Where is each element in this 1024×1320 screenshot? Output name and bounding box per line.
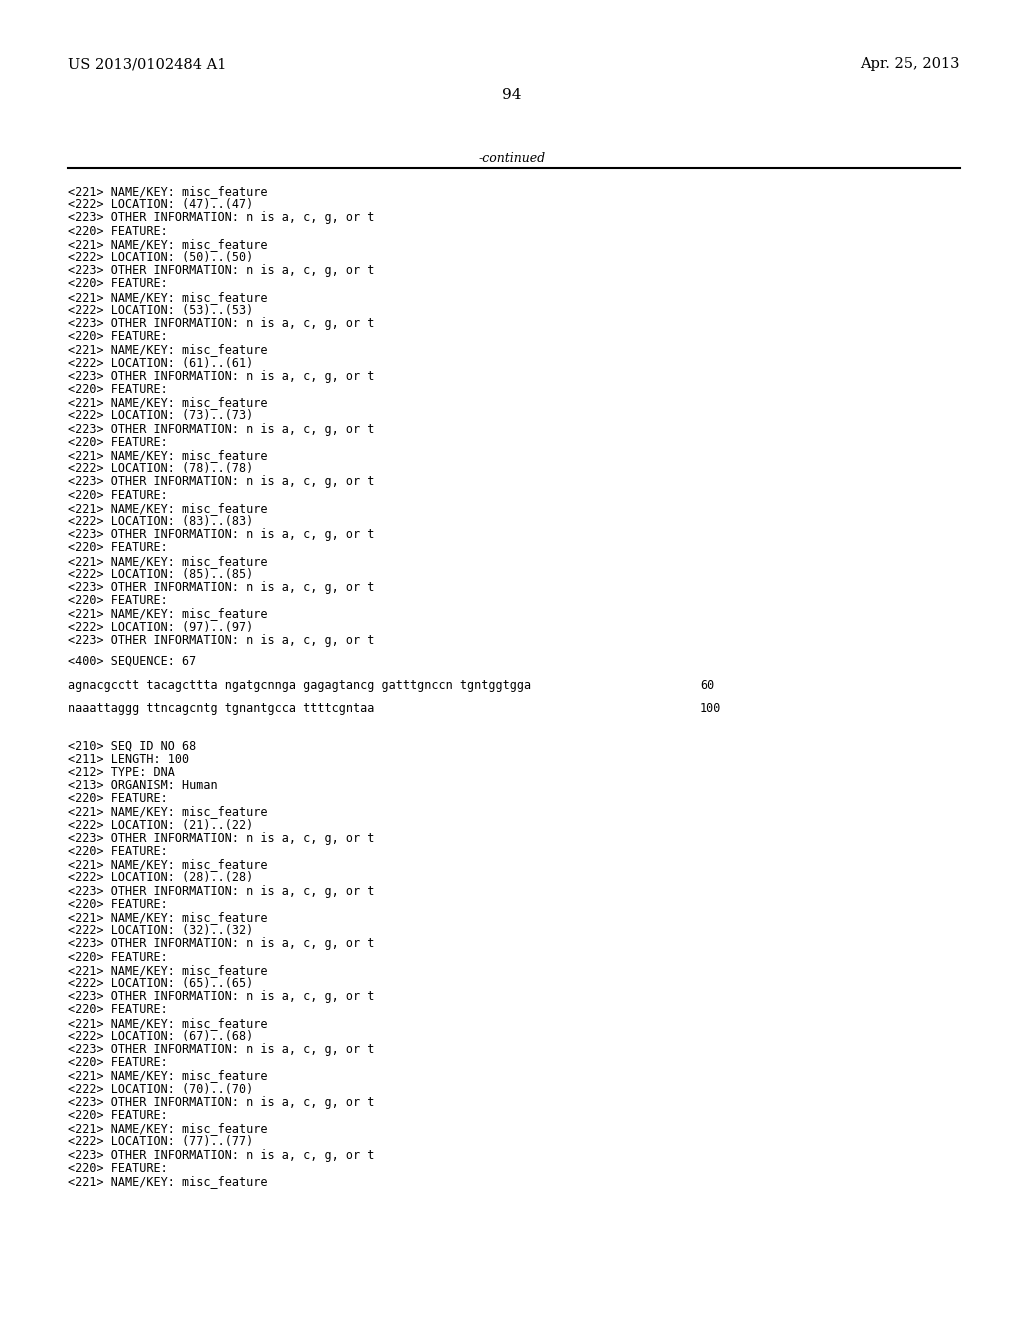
Text: <220> FEATURE:: <220> FEATURE: <box>68 1056 168 1069</box>
Text: <221> NAME/KEY: misc_feature: <221> NAME/KEY: misc_feature <box>68 238 267 251</box>
Text: <220> FEATURE:: <220> FEATURE: <box>68 1162 168 1175</box>
Text: <223> OTHER INFORMATION: n is a, c, g, or t: <223> OTHER INFORMATION: n is a, c, g, o… <box>68 211 375 224</box>
Text: <222> LOCATION: (97)..(97): <222> LOCATION: (97)..(97) <box>68 620 253 634</box>
Text: <223> OTHER INFORMATION: n is a, c, g, or t: <223> OTHER INFORMATION: n is a, c, g, o… <box>68 317 375 330</box>
Text: <223> OTHER INFORMATION: n is a, c, g, or t: <223> OTHER INFORMATION: n is a, c, g, o… <box>68 581 375 594</box>
Text: <221> NAME/KEY: misc_feature: <221> NAME/KEY: misc_feature <box>68 1175 267 1188</box>
Text: <222> LOCATION: (85)..(85): <222> LOCATION: (85)..(85) <box>68 568 253 581</box>
Text: <221> NAME/KEY: misc_feature: <221> NAME/KEY: misc_feature <box>68 396 267 409</box>
Text: <222> LOCATION: (73)..(73): <222> LOCATION: (73)..(73) <box>68 409 253 422</box>
Text: agnacgcctt tacagcttta ngatgcnnga gagagtancg gatttgnccn tgntggtgga: agnacgcctt tacagcttta ngatgcnnga gagagta… <box>68 678 531 692</box>
Text: <222> LOCATION: (28)..(28): <222> LOCATION: (28)..(28) <box>68 871 253 884</box>
Text: <222> LOCATION: (61)..(61): <222> LOCATION: (61)..(61) <box>68 356 253 370</box>
Text: <221> NAME/KEY: misc_feature: <221> NAME/KEY: misc_feature <box>68 1122 267 1135</box>
Text: <210> SEQ ID NO 68: <210> SEQ ID NO 68 <box>68 739 197 752</box>
Text: <221> NAME/KEY: misc_feature: <221> NAME/KEY: misc_feature <box>68 964 267 977</box>
Text: <223> OTHER INFORMATION: n is a, c, g, or t: <223> OTHER INFORMATION: n is a, c, g, o… <box>68 1096 375 1109</box>
Text: <212> TYPE: DNA: <212> TYPE: DNA <box>68 766 175 779</box>
Text: <220> FEATURE:: <220> FEATURE: <box>68 277 168 290</box>
Text: <221> NAME/KEY: misc_feature: <221> NAME/KEY: misc_feature <box>68 502 267 515</box>
Text: <223> OTHER INFORMATION: n is a, c, g, or t: <223> OTHER INFORMATION: n is a, c, g, o… <box>68 370 375 383</box>
Text: <222> LOCATION: (77)..(77): <222> LOCATION: (77)..(77) <box>68 1135 253 1148</box>
Text: <222> LOCATION: (78)..(78): <222> LOCATION: (78)..(78) <box>68 462 253 475</box>
Text: <220> FEATURE:: <220> FEATURE: <box>68 383 168 396</box>
Text: <221> NAME/KEY: misc_feature: <221> NAME/KEY: misc_feature <box>68 1016 267 1030</box>
Text: <222> LOCATION: (67)..(68): <222> LOCATION: (67)..(68) <box>68 1030 253 1043</box>
Text: <223> OTHER INFORMATION: n is a, c, g, or t: <223> OTHER INFORMATION: n is a, c, g, o… <box>68 937 375 950</box>
Text: <220> FEATURE:: <220> FEATURE: <box>68 330 168 343</box>
Text: naaattaggg ttncagcntg tgnantgcca ttttcgntaa: naaattaggg ttncagcntg tgnantgcca ttttcgn… <box>68 702 375 715</box>
Text: <223> OTHER INFORMATION: n is a, c, g, or t: <223> OTHER INFORMATION: n is a, c, g, o… <box>68 832 375 845</box>
Text: <220> FEATURE:: <220> FEATURE: <box>68 950 168 964</box>
Text: <220> FEATURE:: <220> FEATURE: <box>68 436 168 449</box>
Text: <221> NAME/KEY: misc_feature: <221> NAME/KEY: misc_feature <box>68 290 267 304</box>
Text: <223> OTHER INFORMATION: n is a, c, g, or t: <223> OTHER INFORMATION: n is a, c, g, o… <box>68 422 375 436</box>
Text: -continued: -continued <box>478 152 546 165</box>
Text: <223> OTHER INFORMATION: n is a, c, g, or t: <223> OTHER INFORMATION: n is a, c, g, o… <box>68 264 375 277</box>
Text: <221> NAME/KEY: misc_feature: <221> NAME/KEY: misc_feature <box>68 1069 267 1082</box>
Text: <221> NAME/KEY: misc_feature: <221> NAME/KEY: misc_feature <box>68 607 267 620</box>
Text: <220> FEATURE:: <220> FEATURE: <box>68 1109 168 1122</box>
Text: <221> NAME/KEY: misc_feature: <221> NAME/KEY: misc_feature <box>68 343 267 356</box>
Text: <223> OTHER INFORMATION: n is a, c, g, or t: <223> OTHER INFORMATION: n is a, c, g, o… <box>68 475 375 488</box>
Text: <221> NAME/KEY: misc_feature: <221> NAME/KEY: misc_feature <box>68 554 267 568</box>
Text: US 2013/0102484 A1: US 2013/0102484 A1 <box>68 57 226 71</box>
Text: <222> LOCATION: (65)..(65): <222> LOCATION: (65)..(65) <box>68 977 253 990</box>
Text: <220> FEATURE:: <220> FEATURE: <box>68 541 168 554</box>
Text: <223> OTHER INFORMATION: n is a, c, g, or t: <223> OTHER INFORMATION: n is a, c, g, o… <box>68 1043 375 1056</box>
Text: <222> LOCATION: (50)..(50): <222> LOCATION: (50)..(50) <box>68 251 253 264</box>
Text: <211> LENGTH: 100: <211> LENGTH: 100 <box>68 752 189 766</box>
Text: <221> NAME/KEY: misc_feature: <221> NAME/KEY: misc_feature <box>68 858 267 871</box>
Text: <220> FEATURE:: <220> FEATURE: <box>68 224 168 238</box>
Text: <220> FEATURE:: <220> FEATURE: <box>68 488 168 502</box>
Text: <223> OTHER INFORMATION: n is a, c, g, or t: <223> OTHER INFORMATION: n is a, c, g, o… <box>68 990 375 1003</box>
Text: <220> FEATURE:: <220> FEATURE: <box>68 845 168 858</box>
Text: <220> FEATURE:: <220> FEATURE: <box>68 792 168 805</box>
Text: <221> NAME/KEY: misc_feature: <221> NAME/KEY: misc_feature <box>68 805 267 818</box>
Text: <400> SEQUENCE: 67: <400> SEQUENCE: 67 <box>68 655 197 668</box>
Text: Apr. 25, 2013: Apr. 25, 2013 <box>860 57 961 71</box>
Text: 94: 94 <box>502 88 522 102</box>
Text: <220> FEATURE:: <220> FEATURE: <box>68 594 168 607</box>
Text: <223> OTHER INFORMATION: n is a, c, g, or t: <223> OTHER INFORMATION: n is a, c, g, o… <box>68 528 375 541</box>
Text: <222> LOCATION: (47)..(47): <222> LOCATION: (47)..(47) <box>68 198 253 211</box>
Text: <221> NAME/KEY: misc_feature: <221> NAME/KEY: misc_feature <box>68 911 267 924</box>
Text: <222> LOCATION: (21)..(22): <222> LOCATION: (21)..(22) <box>68 818 253 832</box>
Text: <213> ORGANISM: Human: <213> ORGANISM: Human <box>68 779 218 792</box>
Text: <221> NAME/KEY: misc_feature: <221> NAME/KEY: misc_feature <box>68 449 267 462</box>
Text: <220> FEATURE:: <220> FEATURE: <box>68 898 168 911</box>
Text: <222> LOCATION: (32)..(32): <222> LOCATION: (32)..(32) <box>68 924 253 937</box>
Text: <222> LOCATION: (70)..(70): <222> LOCATION: (70)..(70) <box>68 1082 253 1096</box>
Text: <222> LOCATION: (53)..(53): <222> LOCATION: (53)..(53) <box>68 304 253 317</box>
Text: <223> OTHER INFORMATION: n is a, c, g, or t: <223> OTHER INFORMATION: n is a, c, g, o… <box>68 884 375 898</box>
Text: <223> OTHER INFORMATION: n is a, c, g, or t: <223> OTHER INFORMATION: n is a, c, g, o… <box>68 634 375 647</box>
Text: <221> NAME/KEY: misc_feature: <221> NAME/KEY: misc_feature <box>68 185 267 198</box>
Text: <223> OTHER INFORMATION: n is a, c, g, or t: <223> OTHER INFORMATION: n is a, c, g, o… <box>68 1148 375 1162</box>
Text: <222> LOCATION: (83)..(83): <222> LOCATION: (83)..(83) <box>68 515 253 528</box>
Text: 100: 100 <box>700 702 721 715</box>
Text: <220> FEATURE:: <220> FEATURE: <box>68 1003 168 1016</box>
Text: 60: 60 <box>700 678 715 692</box>
